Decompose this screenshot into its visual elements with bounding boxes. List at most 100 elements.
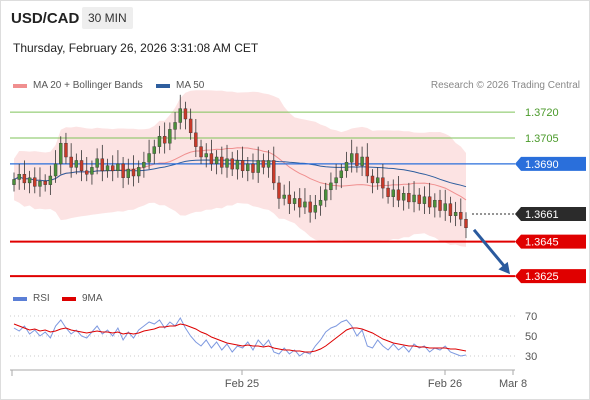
candle-body-28: [157, 136, 162, 147]
candle-body-85: [453, 212, 458, 216]
candle-body-16: [95, 158, 99, 168]
legend-9ma-swatch: [62, 296, 76, 301]
candle-body-2: [22, 174, 27, 184]
candle-body-15: [90, 167, 94, 175]
candle-body-26: [147, 153, 151, 163]
candle-body-63: [339, 170, 344, 178]
legend-9ma: 9MA: [62, 293, 103, 304]
legend-ma50-swatch: [156, 83, 170, 88]
candle-body-53: [287, 194, 292, 204]
legend-ma50: MA 50: [156, 80, 204, 91]
candle-body-77: [412, 194, 416, 203]
candle-body-58: [313, 205, 318, 213]
credit-text: Research © 2026 Trading Central: [430, 80, 580, 91]
candle-body-35: [194, 132, 198, 147]
legend-ma20-swatch: [13, 83, 27, 88]
candle-body-62: [334, 177, 338, 184]
legend-ma20-label: MA 20 + Bollinger Bands: [33, 80, 143, 91]
legend-rsi-label: RSI: [33, 293, 50, 304]
candle-body-72: [386, 187, 390, 197]
candle-body-10: [64, 142, 68, 158]
candle-body-44: [240, 160, 245, 172]
candle-body-71: [381, 177, 385, 189]
candle-body-51: [277, 182, 281, 199]
candle-body-76: [407, 193, 411, 203]
forecast-arrow-head: [498, 261, 510, 275]
rsi-9ma-line: [13, 323, 467, 353]
candle-body-73: [391, 189, 395, 197]
candle-body-22: [126, 168, 130, 178]
candle-body-27: [152, 146, 156, 154]
candle-body-46: [251, 163, 255, 173]
candle-body-12: [74, 160, 79, 168]
candle-body-81: [433, 199, 437, 208]
candle-body-30: [168, 129, 172, 144]
candle-body-1: [17, 174, 21, 180]
candle-body-80: [427, 196, 432, 208]
legend-9ma-label: 9MA: [82, 293, 103, 304]
candle-body-29: [162, 136, 167, 144]
candle-body-69: [370, 175, 375, 184]
forecast-arrow-shaft: [472, 228, 508, 270]
candle-body-14: [85, 170, 89, 175]
candle-body-50: [272, 160, 276, 184]
candle-body-36: [199, 146, 203, 158]
candle-body-17: [100, 158, 105, 172]
candle-body-54: [292, 198, 297, 204]
candle-body-49: [266, 160, 271, 168]
level-tag-3: [515, 207, 586, 221]
candle-body-45: [246, 163, 250, 172]
candle-body-7: [48, 175, 53, 185]
candle-body-19: [111, 165, 115, 172]
candle-body-87: [464, 218, 468, 229]
candle-body-47: [256, 160, 260, 173]
legend-rsi-swatch: [13, 296, 27, 301]
candle-body-21: [121, 163, 125, 178]
candle-body-20: [116, 163, 120, 172]
candle-body-23: [131, 168, 136, 177]
candle-body-13: [79, 160, 84, 172]
candle-body-82: [438, 199, 442, 211]
level-label-5: 1.3625: [525, 271, 559, 283]
candle-body-32: [178, 108, 182, 123]
x-axis-label-0: Feb 25: [225, 378, 259, 390]
level-label-4: 1.3645: [525, 237, 559, 249]
candle-body-41: [225, 158, 229, 168]
candle-body-6: [43, 180, 47, 185]
candle-body-39: [214, 156, 219, 165]
candle-body-75: [401, 193, 406, 201]
candle-body-48: [261, 160, 266, 168]
candle-body-67: [360, 156, 364, 166]
candle-body-40: [220, 156, 224, 168]
candle-body-5: [38, 180, 42, 187]
candle-body-61: [329, 182, 333, 191]
candle-body-59: [318, 199, 323, 206]
candle-body-8: [53, 163, 58, 177]
candle-body-84: [448, 203, 453, 216]
candle-body-79: [422, 196, 427, 204]
level-tag-2: [515, 156, 586, 171]
candle-body-11: [69, 156, 73, 168]
legend-rsi: RSI: [13, 293, 50, 304]
level-label-1: 1.3705: [525, 133, 559, 145]
candle-body-18: [105, 165, 110, 172]
candle-body-3: [27, 177, 32, 184]
level-label-0: 1.3720: [525, 107, 559, 119]
bollinger-band: [14, 90, 466, 247]
candle-body-65: [350, 153, 354, 163]
candle-body-37: [204, 153, 208, 158]
level-tag-4: [515, 234, 586, 249]
rsi-tick-1: 50: [525, 331, 537, 343]
legend-ma50-label: MA 50: [176, 80, 205, 91]
candle-body-38: [209, 153, 214, 165]
symbol-title: USD/CAD: [11, 10, 80, 27]
candle-body-83: [443, 203, 447, 211]
candle-body-34: [188, 118, 193, 134]
candle-body-55: [298, 198, 302, 208]
candle-body-31: [173, 122, 177, 130]
rsi-line: [13, 317, 467, 357]
candle-body-86: [459, 212, 463, 220]
candle-body-66: [355, 153, 359, 166]
timeframe-button[interactable]: 30 MIN: [82, 7, 133, 29]
timestamp: Thursday, February 26, 2026 3:31:08 AM C…: [13, 41, 259, 55]
